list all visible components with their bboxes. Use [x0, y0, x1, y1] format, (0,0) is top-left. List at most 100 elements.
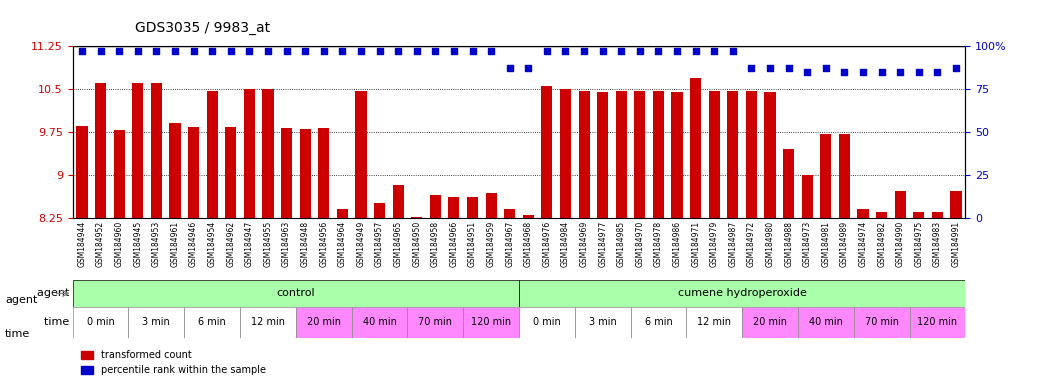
Bar: [932, 212, 944, 218]
Text: GSM184989: GSM184989: [840, 221, 849, 267]
Text: GSM184988: GSM184988: [784, 221, 793, 267]
Point: [408, 48, 425, 54]
Text: GSM184981: GSM184981: [821, 221, 830, 267]
Bar: [634, 91, 646, 218]
Point: [799, 69, 816, 75]
Text: 3 min: 3 min: [142, 317, 170, 327]
Text: 3 min: 3 min: [589, 317, 617, 327]
Bar: [559, 89, 571, 218]
Bar: [820, 134, 831, 218]
Bar: [801, 175, 813, 218]
Bar: [690, 78, 702, 218]
Bar: [169, 123, 181, 218]
Bar: [355, 91, 366, 218]
Bar: [392, 185, 404, 218]
Text: GSM184952: GSM184952: [97, 221, 105, 267]
Text: GSM184960: GSM184960: [114, 221, 124, 267]
Text: GSM184972: GSM184972: [747, 221, 756, 267]
Point: [948, 65, 964, 71]
Bar: [411, 217, 422, 218]
Text: control: control: [276, 288, 316, 298]
Text: GSM184944: GSM184944: [78, 221, 86, 267]
Point: [743, 65, 760, 71]
Bar: [408, 307, 463, 338]
Text: GSM184990: GSM184990: [896, 221, 905, 267]
Point: [334, 48, 351, 54]
Point: [316, 48, 332, 54]
Bar: [854, 307, 909, 338]
Text: 12 min: 12 min: [251, 317, 285, 327]
Bar: [765, 92, 775, 218]
Bar: [783, 149, 794, 218]
Text: GSM184967: GSM184967: [506, 221, 514, 267]
Text: GSM184964: GSM184964: [337, 221, 347, 267]
Bar: [486, 193, 497, 218]
Text: 6 min: 6 min: [645, 317, 673, 327]
Bar: [185, 307, 240, 338]
Text: 40 min: 40 min: [809, 317, 843, 327]
Text: 12 min: 12 min: [698, 317, 732, 327]
Point: [613, 48, 630, 54]
Text: 20 min: 20 min: [306, 317, 340, 327]
Bar: [631, 307, 686, 338]
Text: GDS3035 / 9983_at: GDS3035 / 9983_at: [135, 21, 270, 35]
Bar: [578, 91, 590, 218]
Text: GSM184957: GSM184957: [375, 221, 384, 267]
Point: [111, 48, 128, 54]
Text: GSM184983: GSM184983: [933, 221, 941, 267]
Text: GSM184987: GSM184987: [729, 221, 737, 267]
Point: [501, 65, 518, 71]
Text: time: time: [44, 317, 73, 327]
Text: GSM184961: GSM184961: [170, 221, 180, 267]
Point: [260, 48, 276, 54]
Bar: [709, 91, 720, 218]
Bar: [263, 89, 274, 218]
Text: cumene hydroperoxide: cumene hydroperoxide: [678, 288, 807, 298]
Bar: [207, 91, 218, 218]
Text: 0 min: 0 min: [534, 317, 561, 327]
Text: GSM184962: GSM184962: [226, 221, 236, 267]
Text: GSM184978: GSM184978: [654, 221, 663, 267]
Point: [873, 69, 890, 75]
Point: [837, 69, 853, 75]
Point: [818, 65, 835, 71]
Bar: [597, 92, 608, 218]
Bar: [73, 307, 129, 338]
Text: GSM184966: GSM184966: [449, 221, 459, 267]
Bar: [542, 86, 552, 218]
Text: GSM184951: GSM184951: [468, 221, 477, 267]
Bar: [374, 204, 385, 218]
Text: GSM184959: GSM184959: [487, 221, 495, 267]
Bar: [336, 209, 348, 218]
Point: [929, 69, 946, 75]
Text: 70 min: 70 min: [418, 317, 453, 327]
Text: GSM184945: GSM184945: [133, 221, 142, 267]
Text: GSM184970: GSM184970: [635, 221, 645, 267]
Text: GSM184950: GSM184950: [412, 221, 421, 267]
Point: [706, 48, 722, 54]
Bar: [448, 197, 460, 218]
Point: [222, 48, 239, 54]
Point: [148, 48, 165, 54]
Bar: [857, 209, 869, 218]
Point: [185, 48, 201, 54]
Point: [390, 48, 407, 54]
Text: time: time: [5, 329, 30, 339]
Point: [241, 48, 257, 54]
Bar: [672, 92, 683, 218]
Bar: [240, 307, 296, 338]
Bar: [519, 280, 965, 307]
Bar: [746, 91, 757, 218]
Point: [92, 48, 109, 54]
Text: 120 min: 120 min: [918, 317, 957, 327]
Point: [520, 65, 537, 71]
Point: [445, 48, 462, 54]
Bar: [742, 307, 798, 338]
Bar: [523, 215, 534, 218]
Bar: [129, 307, 185, 338]
Text: GSM184956: GSM184956: [320, 221, 328, 267]
Text: GSM184955: GSM184955: [264, 221, 272, 267]
Text: GSM184947: GSM184947: [245, 221, 254, 267]
Point: [130, 48, 146, 54]
Text: GSM184973: GSM184973: [802, 221, 812, 267]
